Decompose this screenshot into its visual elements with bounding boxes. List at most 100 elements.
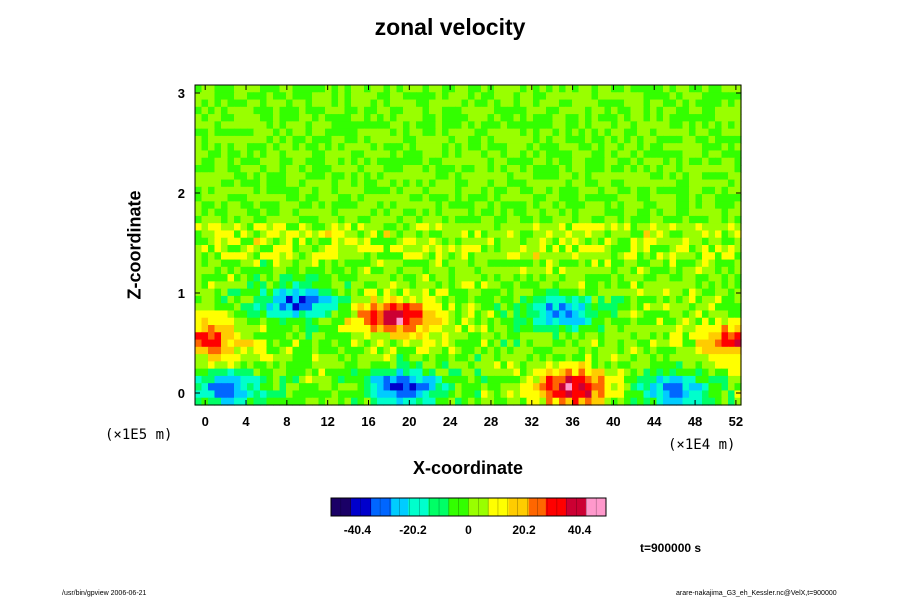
heatmap-cell xyxy=(637,99,645,108)
heatmap-cell xyxy=(305,317,313,326)
heatmap-cell xyxy=(585,397,593,406)
heatmap-cell xyxy=(455,208,463,217)
heatmap-cell xyxy=(539,346,547,355)
heatmap-cell xyxy=(396,92,404,101)
heatmap-cell xyxy=(630,332,638,341)
heatmap-cell xyxy=(695,85,703,93)
heatmap-cell xyxy=(520,230,528,239)
heatmap-cell xyxy=(273,332,281,341)
heatmap-cell xyxy=(734,295,742,304)
heatmap-cell xyxy=(286,252,294,261)
heatmap-cell xyxy=(227,99,235,108)
heatmap-cell xyxy=(656,230,664,239)
heatmap-cell xyxy=(474,274,482,282)
heatmap-cell xyxy=(702,230,710,239)
heatmap-cell xyxy=(325,106,333,115)
heatmap-cell xyxy=(643,390,651,399)
heatmap-cell xyxy=(500,266,508,275)
heatmap-cell xyxy=(442,135,450,144)
heatmap-cell xyxy=(455,128,463,137)
heatmap-cell xyxy=(435,252,443,261)
heatmap-cell xyxy=(474,121,482,130)
heatmap-cell xyxy=(396,361,404,370)
heatmap-cell xyxy=(312,295,320,304)
heatmap-cell xyxy=(221,230,229,239)
heatmap-cell xyxy=(286,114,294,122)
heatmap-cell xyxy=(409,135,417,144)
heatmap-cell xyxy=(559,194,567,202)
heatmap-cell xyxy=(448,157,456,166)
heatmap-cell xyxy=(221,114,229,122)
heatmap-cell xyxy=(734,390,742,399)
heatmap-cell xyxy=(409,121,417,130)
heatmap-cell xyxy=(364,383,372,392)
heatmap-cell xyxy=(643,106,651,115)
heatmap-cell xyxy=(390,252,398,261)
heatmap-cell xyxy=(552,157,560,166)
heatmap-cell xyxy=(377,361,385,370)
heatmap-cell xyxy=(253,85,261,93)
heatmap-cell xyxy=(331,245,339,253)
heatmap-cell xyxy=(273,368,281,377)
heatmap-cell xyxy=(364,237,372,246)
heatmap-cell xyxy=(572,215,580,224)
heatmap-cell xyxy=(448,85,456,93)
heatmap-cell xyxy=(422,143,430,152)
heatmap-cell xyxy=(715,346,723,355)
heatmap-cell xyxy=(559,317,567,326)
heatmap-cell xyxy=(364,179,372,188)
heatmap-cell xyxy=(591,375,599,384)
heatmap-cell xyxy=(656,237,664,246)
heatmap-cell xyxy=(455,172,463,181)
heatmap-cell xyxy=(305,303,313,312)
heatmap-cell xyxy=(370,172,378,181)
heatmap-cell xyxy=(312,325,320,333)
heatmap-cell xyxy=(611,215,619,224)
heatmap-cell xyxy=(572,252,580,261)
heatmap-cell xyxy=(695,390,703,399)
heatmap-cell xyxy=(611,106,619,115)
colorbar-segment xyxy=(396,498,401,516)
heatmap-cell xyxy=(455,252,463,261)
heatmap-cell xyxy=(487,99,495,108)
heatmap-cell xyxy=(500,208,508,217)
heatmap-cell xyxy=(357,215,365,224)
heatmap-cell xyxy=(318,230,326,239)
heatmap-cell xyxy=(195,208,203,217)
heatmap-cell xyxy=(455,114,463,122)
heatmap-cell xyxy=(260,99,268,108)
heatmap-cell xyxy=(305,295,313,304)
heatmap-cell xyxy=(364,295,372,304)
heatmap-cell xyxy=(286,390,294,399)
heatmap-cell xyxy=(513,325,521,333)
colorbar-segment xyxy=(442,498,446,516)
heatmap-cell xyxy=(435,303,443,312)
heatmap-cell xyxy=(338,274,346,282)
heatmap-cell xyxy=(208,397,216,406)
heatmap-cell xyxy=(676,92,684,101)
heatmap-cell xyxy=(721,215,729,224)
heatmap-cell xyxy=(728,383,736,392)
heatmap-cell xyxy=(318,281,326,290)
heatmap-cell xyxy=(312,390,320,399)
heatmap-cell xyxy=(266,85,274,93)
heatmap-cell xyxy=(643,150,651,159)
heatmap-cell xyxy=(565,274,573,282)
heatmap-cell xyxy=(338,85,346,93)
heatmap-cell xyxy=(195,375,203,384)
heatmap-cell xyxy=(455,397,463,406)
heatmap-cell xyxy=(715,310,723,319)
heatmap-cell xyxy=(507,92,515,101)
heatmap-cell xyxy=(455,303,463,312)
heatmap-cell xyxy=(533,346,541,355)
heatmap-cell xyxy=(292,332,300,341)
heatmap-cell xyxy=(253,375,261,384)
heatmap-cell xyxy=(611,325,619,333)
heatmap-cell xyxy=(695,179,703,188)
heatmap-cell xyxy=(325,194,333,202)
heatmap-cell xyxy=(702,114,710,122)
heatmap-cell xyxy=(279,252,287,261)
heatmap-cell xyxy=(370,223,378,232)
heatmap-cell xyxy=(650,339,658,348)
heatmap-cell xyxy=(279,223,287,232)
